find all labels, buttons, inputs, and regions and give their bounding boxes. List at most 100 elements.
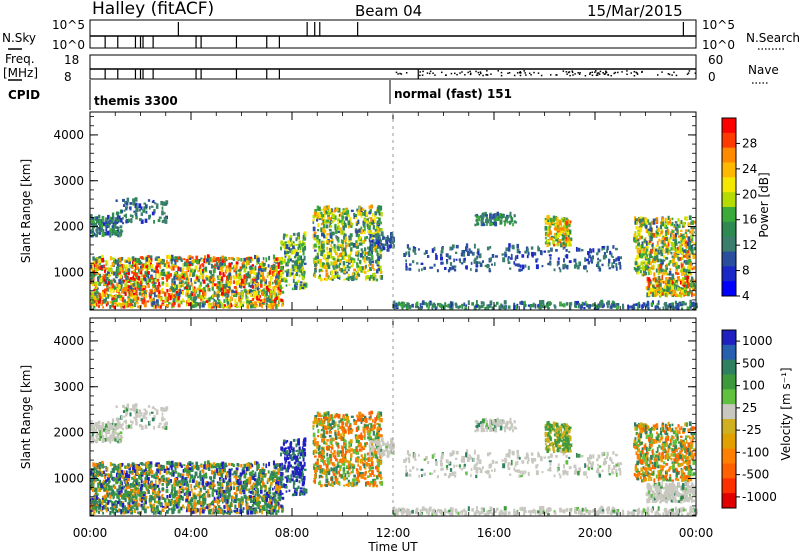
power-cell [550, 263, 552, 266]
power-cell [139, 292, 142, 296]
power-cell [586, 305, 588, 307]
power-cell [489, 270, 491, 272]
power-cell [351, 276, 354, 281]
nave-point [630, 72, 632, 74]
power-cell [479, 305, 481, 308]
power-cell [658, 276, 660, 280]
power-cell [434, 247, 436, 251]
power-cell [135, 281, 137, 284]
power-cell [338, 225, 340, 230]
power-cell [233, 270, 235, 273]
power-cell [692, 268, 694, 270]
power-cell [168, 255, 171, 259]
power-cell [110, 265, 112, 269]
power-cell [169, 266, 172, 269]
power-cell [657, 291, 660, 293]
power-cell [332, 248, 334, 252]
power-cell [326, 240, 328, 243]
power-cell [550, 257, 552, 260]
power-cell [92, 292, 94, 294]
power-cell [95, 300, 97, 303]
power-cell [660, 225, 662, 229]
power-cell [672, 302, 674, 305]
power-cell [356, 265, 359, 268]
power-cell [382, 237, 385, 240]
power-cell [186, 267, 188, 270]
power-cell [296, 252, 298, 256]
power-cell [418, 248, 420, 250]
power-cell [547, 307, 550, 309]
power-cell [449, 267, 452, 271]
power-cell [446, 262, 448, 264]
power-cell [162, 207, 164, 210]
power-cell [494, 222, 497, 227]
power-cell [374, 215, 376, 217]
power-cell [481, 301, 484, 304]
power-cell [194, 269, 196, 272]
power-cell [126, 278, 128, 281]
plot-title: Halley (fitACF) [92, 0, 214, 19]
power-cell [339, 260, 341, 263]
power-cell [167, 262, 170, 264]
power-cell [562, 219, 564, 222]
power-cell [248, 274, 251, 278]
power-cell [582, 302, 584, 306]
power-cell [513, 303, 515, 306]
power-cell [110, 228, 112, 232]
power-cell [220, 282, 222, 287]
power-cell [378, 268, 380, 271]
power-cell [664, 241, 666, 243]
power-cell [653, 221, 656, 224]
power-cell [293, 274, 295, 279]
power-cell [149, 206, 151, 209]
power-cell [289, 244, 291, 247]
power-cell [428, 302, 430, 306]
power-cell [683, 303, 685, 306]
power-cell [314, 249, 317, 251]
power-cell [648, 285, 650, 289]
power-cell [483, 224, 486, 226]
power-cell [329, 248, 332, 252]
power-cell [157, 279, 159, 282]
power-cell [189, 285, 191, 290]
power-cell [133, 273, 135, 276]
power-cell [146, 257, 148, 262]
nave-point [592, 75, 594, 77]
power-cell [640, 270, 642, 273]
power-cell [341, 223, 344, 225]
power-cell [677, 257, 679, 260]
power-cell [508, 243, 511, 248]
power-cell [573, 259, 576, 263]
power-cell [189, 261, 192, 264]
power-cell [349, 237, 352, 241]
power-cell [363, 240, 365, 242]
power-cell [374, 211, 377, 215]
power-cell [515, 255, 517, 259]
power-cell [260, 275, 262, 277]
power-cell [659, 284, 661, 287]
power-cell [236, 306, 239, 308]
power-cell [253, 291, 255, 296]
power-cell [326, 233, 328, 236]
nave-point [597, 72, 599, 74]
power-cell [656, 284, 658, 287]
nave-point [520, 75, 522, 77]
power-cell [659, 264, 661, 268]
power-cell [597, 262, 599, 266]
power-cell [314, 274, 316, 278]
power-cell [440, 254, 442, 257]
power-cell [356, 233, 358, 237]
power-cell [689, 256, 691, 258]
power-cell [684, 216, 686, 220]
power-cell [300, 284, 303, 286]
nave-point [406, 72, 408, 74]
power-cell [101, 217, 103, 220]
nsky-tick-top-right: 10^5 [702, 18, 735, 32]
power-cell [159, 264, 161, 268]
power-cell [161, 277, 164, 280]
power-cell [104, 288, 107, 291]
power-cell [172, 264, 174, 267]
power-cell [224, 304, 226, 306]
power-cell [524, 304, 527, 307]
power-cell [562, 237, 564, 241]
